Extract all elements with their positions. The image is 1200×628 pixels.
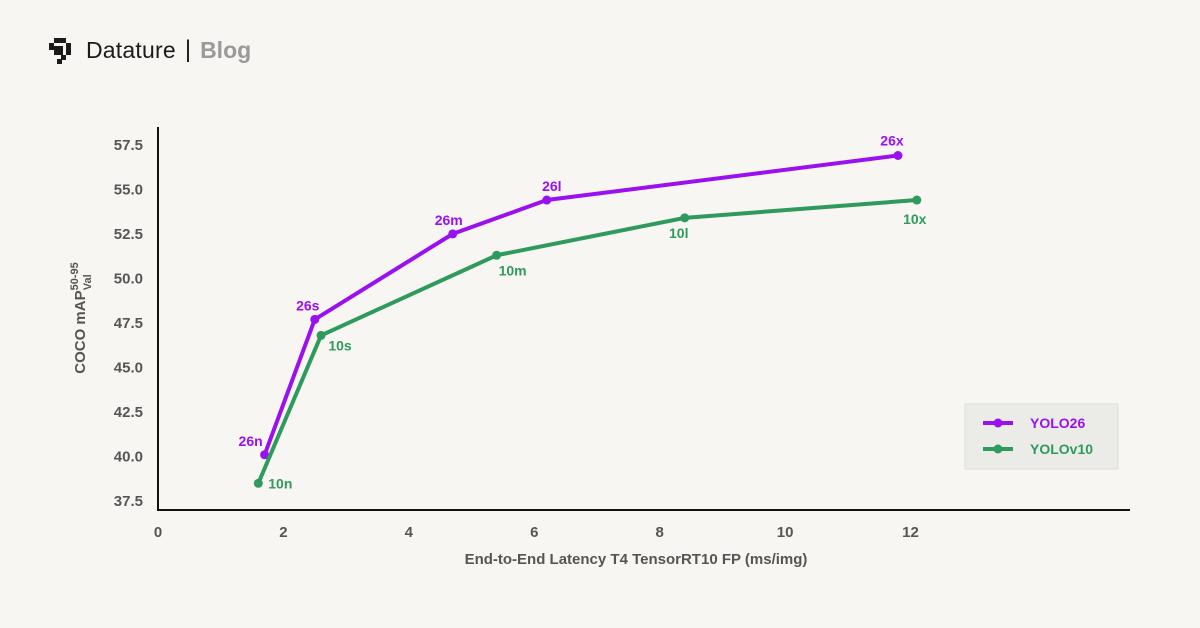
data-label-10l: 10l: [669, 225, 688, 241]
x-tick-label: 8: [656, 524, 664, 541]
x-tick-label: 6: [530, 524, 538, 541]
data-point-10n: [253, 478, 263, 488]
brand-name[interactable]: Datature: [86, 36, 176, 63]
data-point-10x: [912, 195, 922, 205]
data-label-26x: 26x: [880, 133, 904, 149]
x-tick-label: 2: [279, 524, 287, 541]
data-point-26l: [542, 195, 552, 205]
data-point-10m: [492, 250, 502, 260]
data-point-10s: [316, 330, 326, 340]
y-axis-title-main: COCO mAP: [72, 290, 89, 373]
y-axis-ticks: 37.5 40.0 42.5 45.0 47.5 50.0 52.5 55.0 57.5: [114, 137, 143, 510]
data-point-26n: [260, 450, 270, 460]
data-label-26l: 26l: [542, 178, 561, 194]
x-tick-label: 10: [777, 524, 794, 541]
y-tick-label: 55.0: [114, 181, 143, 198]
x-axis-ticks: 0 2 4 6 8 10 12: [154, 524, 919, 541]
blog-header: Datature | Blog: [46, 33, 251, 67]
data-label-10s: 10s: [328, 337, 352, 353]
y-tick-label: 47.5: [114, 315, 143, 332]
legend-marker-yolo26: [993, 418, 1003, 428]
datature-logo-icon[interactable]: [46, 35, 76, 65]
data-point-26m: [448, 229, 458, 239]
header-separator: |: [184, 36, 192, 63]
y-tick-label: 52.5: [114, 226, 143, 243]
y-tick-label: 50.0: [114, 270, 143, 287]
y-tick-label: 40.0: [114, 449, 143, 466]
data-point-10l: [680, 213, 690, 223]
legend-marker-yolov10: [993, 444, 1003, 454]
legend-label-yolov10: YOLOv10: [1030, 441, 1093, 457]
data-label-10x: 10x: [903, 211, 927, 227]
y-axis-title: COCO mAP50-95Val: [69, 262, 94, 373]
data-label-26m: 26m: [435, 212, 463, 228]
blog-label[interactable]: Blog: [200, 36, 252, 63]
legend-box: [964, 403, 1119, 470]
x-tick-label: 4: [405, 524, 414, 541]
legend-label-yolo26: YOLO26: [1030, 415, 1085, 431]
y-tick-label: 57.5: [114, 137, 143, 154]
x-tick-label: 12: [902, 524, 919, 541]
y-axis-title-sup: 50-95: [69, 262, 81, 290]
y-axis-title-sub: Val: [82, 274, 94, 290]
data-label-10m: 10m: [499, 262, 527, 278]
data-point-26s: [310, 314, 320, 324]
x-axis-title: End-to-End Latency T4 TensorRT10 FP (ms/…: [465, 551, 808, 568]
data-point-26x: [893, 151, 903, 161]
chart-legend: YOLO26 YOLOv10: [964, 403, 1119, 470]
series-line-yolov10: [256, 198, 919, 486]
series-layer: 26n 26s 26m 26l 26x 10n 10s 10m 10l 10x: [239, 133, 927, 492]
y-tick-label: 42.5: [114, 404, 143, 421]
y-tick-label: 37.5: [114, 493, 143, 510]
x-tick-label: 0: [154, 524, 162, 541]
data-label-10n: 10n: [268, 475, 292, 491]
y-tick-label: 45.0: [114, 359, 143, 376]
data-label-26s: 26s: [296, 297, 320, 313]
data-label-26n: 26n: [239, 433, 263, 449]
series-line-yolo26: [262, 153, 900, 457]
